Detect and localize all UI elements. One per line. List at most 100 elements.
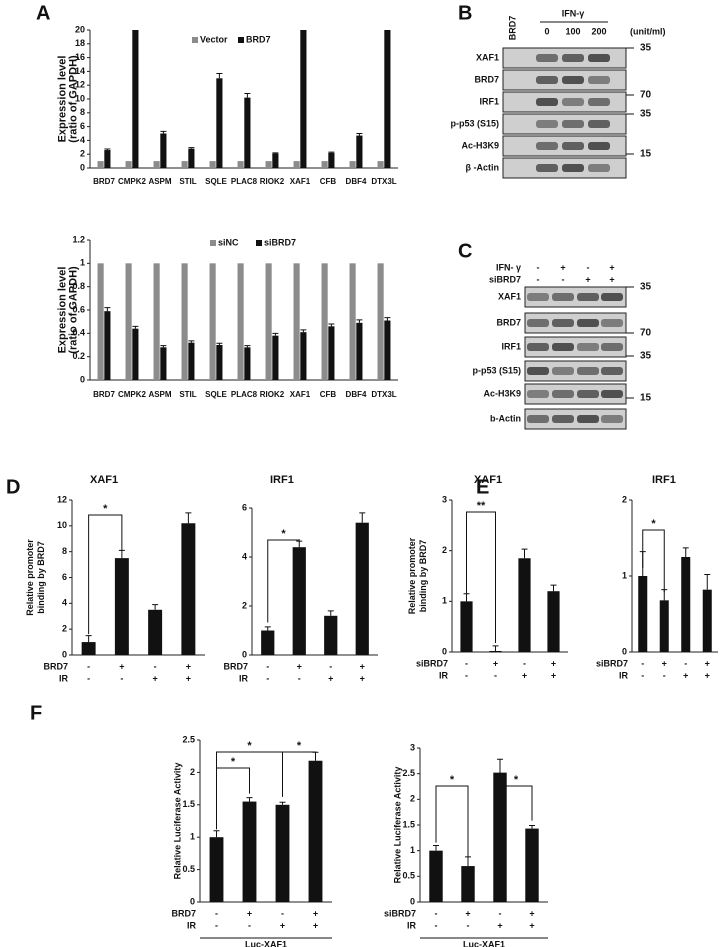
error-bar <box>244 345 251 348</box>
condition-sign: - <box>248 920 251 930</box>
condition-sign: + <box>705 658 710 668</box>
row-label: IRF1 <box>501 341 521 351</box>
condition-sign: + <box>360 661 365 671</box>
bar <box>125 263 132 380</box>
bar <box>132 328 139 380</box>
marker-label: 70 <box>640 328 652 339</box>
bar <box>429 850 443 902</box>
y-tick-label: 0 <box>442 646 447 656</box>
marker-label: 35 <box>640 351 652 362</box>
condition-name: IFN- γ <box>496 262 521 272</box>
bar <box>272 335 279 380</box>
lane-label: 0 <box>544 26 549 36</box>
significance-label: * <box>231 756 236 768</box>
bar <box>261 630 275 655</box>
condition-sign: + <box>529 920 534 930</box>
significance-label: * <box>297 740 302 752</box>
marker-label: 35 <box>640 282 652 293</box>
bar <box>153 263 160 380</box>
condition-sign: + <box>247 908 252 918</box>
y-tick-label: 2 <box>410 794 415 804</box>
bar <box>489 650 502 652</box>
blot-band <box>588 142 610 150</box>
blot-band <box>588 98 610 106</box>
treatment-label: IFN-γ <box>562 8 585 18</box>
bar <box>356 322 363 380</box>
x-tick-label: CMPK2 <box>118 177 147 186</box>
condition-sign: + <box>313 920 318 930</box>
error-bar <box>213 830 220 838</box>
condition-sign: + <box>609 262 614 272</box>
bar <box>525 828 539 902</box>
y-axis-label: binding by BRD7 <box>36 541 46 614</box>
bar <box>114 558 129 655</box>
bar <box>104 311 111 380</box>
error-bar <box>188 147 195 149</box>
condition-sign: - <box>281 908 284 918</box>
blot-band <box>536 164 558 172</box>
bar <box>293 263 300 380</box>
condition-sign: - <box>587 262 590 272</box>
condition-sign: + <box>360 673 365 683</box>
y-tick-label: 6 <box>242 502 247 512</box>
row-label: XAF1 <box>498 291 521 301</box>
bar <box>308 760 323 902</box>
bar <box>681 557 691 652</box>
blot-strip <box>524 312 627 334</box>
y-tick-label: 1.2 <box>72 234 85 244</box>
error-bar <box>104 148 111 151</box>
blot-band <box>536 142 558 150</box>
condition-sign: + <box>609 274 614 284</box>
y-tick-label: 0 <box>62 649 67 659</box>
legend-swatch <box>192 37 198 43</box>
bar <box>324 615 338 655</box>
y-tick-label: 14 <box>75 66 85 76</box>
condition-name: siBRD7 <box>596 658 628 668</box>
unit-label: (unit/ml) <box>630 26 666 36</box>
blot-strip <box>524 286 627 308</box>
error-bar <box>356 319 363 323</box>
condition-sign: - <box>87 673 90 683</box>
x-tick-label: ASPM <box>148 390 171 399</box>
condition-sign: - <box>298 673 301 683</box>
blot-band <box>536 120 558 128</box>
bar <box>321 161 328 168</box>
condition-sign: - <box>537 274 540 284</box>
row-label: p-p53 (S15) <box>450 118 499 128</box>
error-bar <box>160 345 167 348</box>
condition-sign: + <box>280 920 285 930</box>
error-bar <box>216 342 223 345</box>
bar <box>265 161 272 168</box>
error-bar <box>529 825 535 829</box>
error-bar <box>465 856 471 867</box>
row-label: BRD7 <box>474 74 499 84</box>
error-bar <box>521 548 528 559</box>
y-tick-label: 0.4 <box>72 328 85 338</box>
y-tick-label: 10 <box>75 93 85 103</box>
error-bar <box>492 645 499 651</box>
significance-bracket <box>642 529 665 593</box>
significance-label: * <box>514 774 519 786</box>
bar <box>300 332 307 380</box>
y-tick-label: 2 <box>442 545 447 555</box>
y-tick-label: 0 <box>242 649 247 659</box>
error-bar <box>132 325 139 329</box>
bar <box>384 320 391 380</box>
condition-name: BRD7 <box>171 908 196 918</box>
blot-band <box>562 120 584 128</box>
blot-band <box>527 367 549 375</box>
marker-label: 15 <box>640 393 652 404</box>
blot-band <box>562 98 584 106</box>
x-tick-label: RIOK2 <box>260 177 285 186</box>
error-bar <box>264 626 271 631</box>
condition-sign: - <box>494 670 497 680</box>
condition-name: IR <box>187 920 197 930</box>
blot-band <box>601 293 623 301</box>
error-bar <box>246 797 253 802</box>
marker-label: 15 <box>640 149 652 160</box>
chart-title: IRF1 <box>270 474 294 486</box>
lane-label: 200 <box>591 26 606 36</box>
blot-band <box>577 367 599 375</box>
y-axis-label: (ratio of GAPDH) <box>67 55 79 143</box>
bar <box>125 161 132 168</box>
